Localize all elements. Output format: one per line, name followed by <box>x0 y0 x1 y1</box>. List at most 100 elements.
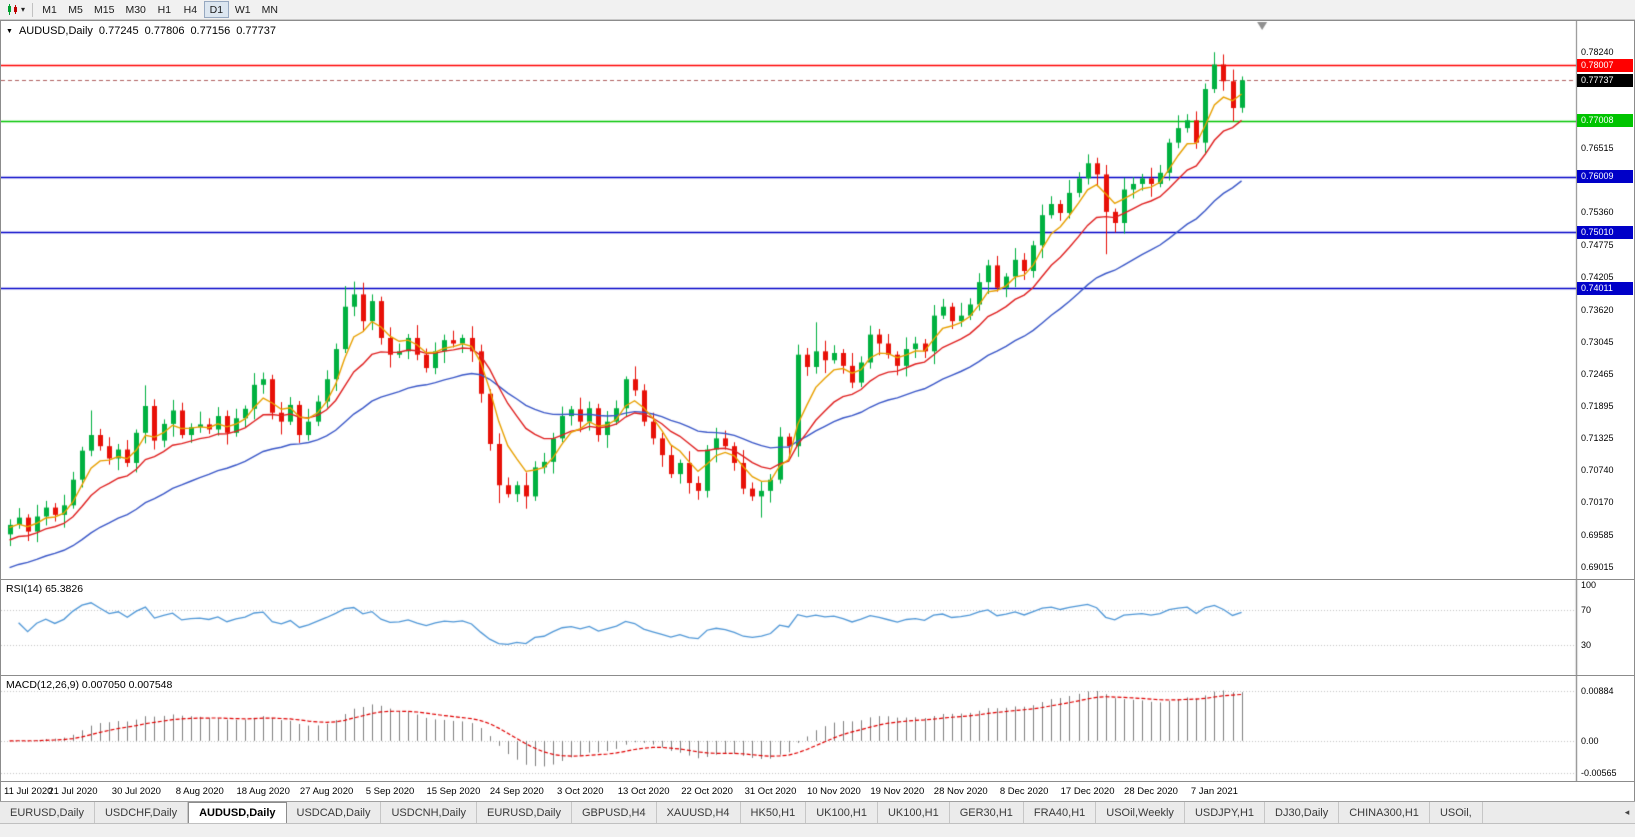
date-tick: 11 Jul 2020 <box>4 786 52 797</box>
price-tick: 0.75360 <box>1581 207 1614 218</box>
main-price-axis[interactable]: 0.782400.765150.753600.747750.742050.736… <box>1576 21 1634 579</box>
chart-type-button[interactable]: ▾ <box>3 1 28 19</box>
price-tick: 0.76515 <box>1581 143 1614 154</box>
macd-level-tick: 0.00884 <box>1581 686 1614 697</box>
price-tick: 0.78240 <box>1581 47 1614 58</box>
chart-tab-uk100-h1[interactable]: UK100,H1 <box>806 802 878 823</box>
hline-price-tag: 0.77008 <box>1577 114 1633 127</box>
date-tick: 17 Dec 2020 <box>1061 786 1115 797</box>
rsi-axis[interactable]: 1007030 <box>1576 580 1634 675</box>
macd-axis[interactable]: 0.00884 0.00 -0.00565 <box>1576 676 1634 781</box>
timeframe-button-d1[interactable]: D1 <box>204 1 229 18</box>
ohlc-open: 0.77245 <box>99 25 139 37</box>
chart-tab-xauusd-h4[interactable]: XAUUSD,H4 <box>657 802 741 823</box>
timeframe-button-m30[interactable]: M30 <box>120 1 150 18</box>
rsi-canvas[interactable] <box>1 580 1634 675</box>
chart-tab-gbpusd-h4[interactable]: GBPUSD,H4 <box>572 802 657 823</box>
rsi-label: RSI(14) 65.3826 <box>6 583 83 595</box>
macd-level-tick: 0.00 <box>1581 736 1599 747</box>
rsi-level-tick: 100 <box>1581 580 1596 591</box>
date-tick: 15 Sep 2020 <box>426 786 480 797</box>
date-tick: 27 Aug 2020 <box>300 786 353 797</box>
chart-tab-uk100-h1[interactable]: UK100,H1 <box>878 802 950 823</box>
chart-tab-fra40-h1[interactable]: FRA40,H1 <box>1024 802 1096 823</box>
ohlc-close: 0.77737 <box>236 25 276 37</box>
chart-tab-usdchf-daily[interactable]: USDCHF,Daily <box>95 802 188 823</box>
chart-tab-usoil-[interactable]: USOil, <box>1430 802 1483 823</box>
timeframe-button-h1[interactable]: H1 <box>152 1 177 18</box>
chart-tab-usoil-weekly[interactable]: USOil,Weekly <box>1096 802 1185 823</box>
rsi-level-tick: 70 <box>1581 605 1591 616</box>
timeframe-button-m1[interactable]: M1 <box>37 1 62 18</box>
price-tick: 0.73045 <box>1581 337 1614 348</box>
chart-tab-usdcad-daily[interactable]: USDCAD,Daily <box>287 802 382 823</box>
chart-header: ▼ AUDUSD,Daily 0.77245 0.77806 0.77156 0… <box>6 25 276 37</box>
mt4-window: ▾ M1M5M15M30H1H4D1W1MN ▼ AUDUSD,Daily 0.… <box>0 0 1635 837</box>
timeframe-button-w1[interactable]: W1 <box>230 1 256 18</box>
date-tick: 28 Dec 2020 <box>1124 786 1178 797</box>
chart-tab-bar: EURUSD,DailyUSDCHF,DailyAUDUSD,DailyUSDC… <box>0 801 1635 823</box>
macd-label: MACD(12,26,9) 0.007050 0.007548 <box>6 679 172 691</box>
date-tick: 8 Aug 2020 <box>176 786 224 797</box>
date-tick: 19 Nov 2020 <box>870 786 924 797</box>
chart-tab-eurusd-daily[interactable]: EURUSD,Daily <box>0 802 95 823</box>
timeframe-button-m15[interactable]: M15 <box>89 1 119 18</box>
date-tick: 24 Sep 2020 <box>490 786 544 797</box>
date-tick: 10 Nov 2020 <box>807 786 861 797</box>
current-price-tag: 0.77737 <box>1577 74 1633 87</box>
chart-tab-dj30-daily[interactable]: DJ30,Daily <box>1265 802 1339 823</box>
date-tick: 31 Oct 2020 <box>745 786 797 797</box>
hline-price-tag: 0.74011 <box>1577 282 1633 295</box>
timeframe-button-mn[interactable]: MN <box>257 1 283 18</box>
candlestick-chart-icon <box>6 3 20 16</box>
date-tick: 22 Oct 2020 <box>681 786 733 797</box>
main-price-pane: ▼ AUDUSD,Daily 0.77245 0.77806 0.77156 0… <box>1 21 1634 579</box>
date-tick: 5 Sep 2020 <box>366 786 415 797</box>
chart-tabs: EURUSD,DailyUSDCHF,DailyAUDUSD,DailyUSDC… <box>0 802 1619 823</box>
price-tick: 0.74775 <box>1581 240 1614 251</box>
time-axis[interactable]: 11 Jul 202021 Jul 2020 30 Jul 2020 8 Aug 2… <box>1 781 1634 801</box>
hline-price-tag: 0.76009 <box>1577 170 1633 183</box>
macd-canvas[interactable] <box>1 676 1634 781</box>
price-tick: 0.70740 <box>1581 465 1614 476</box>
chart-tab-audusd-daily[interactable]: AUDUSD,Daily <box>188 802 286 823</box>
ohlc-low: 0.77156 <box>190 25 230 37</box>
rsi-pane: RSI(14) 65.3826 1007030 <box>1 579 1634 675</box>
ohlc-high: 0.77806 <box>145 25 185 37</box>
date-tick: 3 Oct 2020 <box>557 786 603 797</box>
collapse-icon[interactable]: ▼ <box>6 28 13 35</box>
date-tick: 7 Jan 2021 <box>1191 786 1238 797</box>
price-tick: 0.73620 <box>1581 305 1614 316</box>
timeframe-buttons: M1M5M15M30H1H4D1W1MN <box>37 1 283 18</box>
macd-pane: MACD(12,26,9) 0.007050 0.007548 0.008840… <box>1 675 1634 781</box>
dropdown-caret-icon: ▾ <box>21 6 25 14</box>
chart-window: ▼ AUDUSD,Daily 0.77245 0.77806 0.77156 0… <box>0 20 1635 801</box>
chart-tab-hk50-h1[interactable]: HK50,H1 <box>741 802 807 823</box>
toolbar-separator <box>32 3 33 17</box>
timeframe-button-m5[interactable]: M5 <box>63 1 88 18</box>
date-tick: 28 Nov 2020 <box>934 786 988 797</box>
chart-tab-eurusd-daily[interactable]: EURUSD,Daily <box>477 802 572 823</box>
price-tick: 0.70170 <box>1581 497 1614 508</box>
price-tick: 0.69585 <box>1581 530 1614 541</box>
date-tick: 13 Oct 2020 <box>618 786 670 797</box>
date-tick: 30 Jul 2020 <box>112 786 161 797</box>
price-tick: 0.71325 <box>1581 433 1614 444</box>
price-chart-canvas[interactable] <box>1 21 1634 579</box>
macd-level-tick: -0.00565 <box>1581 768 1617 779</box>
symbol-period-label: AUDUSD,Daily <box>19 25 93 37</box>
hline-price-tag: 0.78007 <box>1577 59 1633 72</box>
price-tick: 0.71895 <box>1581 401 1614 412</box>
price-tick: 0.72465 <box>1581 369 1614 380</box>
chart-tab-usdcnh-daily[interactable]: USDCNH,Daily <box>381 802 477 823</box>
date-tick: 8 Dec 2020 <box>1000 786 1049 797</box>
timeframe-button-h4[interactable]: H4 <box>178 1 203 18</box>
chart-tab-ger30-h1[interactable]: GER30,H1 <box>950 802 1024 823</box>
price-tick: 0.69015 <box>1581 562 1614 573</box>
chart-tab-china300-h1[interactable]: CHINA300,H1 <box>1339 802 1430 823</box>
hline-price-tag: 0.75010 <box>1577 226 1633 239</box>
date-tick: 18 Aug 2020 <box>236 786 289 797</box>
date-tick: 21 Jul 2020 <box>48 786 97 797</box>
tab-scroll-left-icon[interactable]: ◂ <box>1619 802 1635 823</box>
chart-tab-usdjpy-h1[interactable]: USDJPY,H1 <box>1185 802 1265 823</box>
